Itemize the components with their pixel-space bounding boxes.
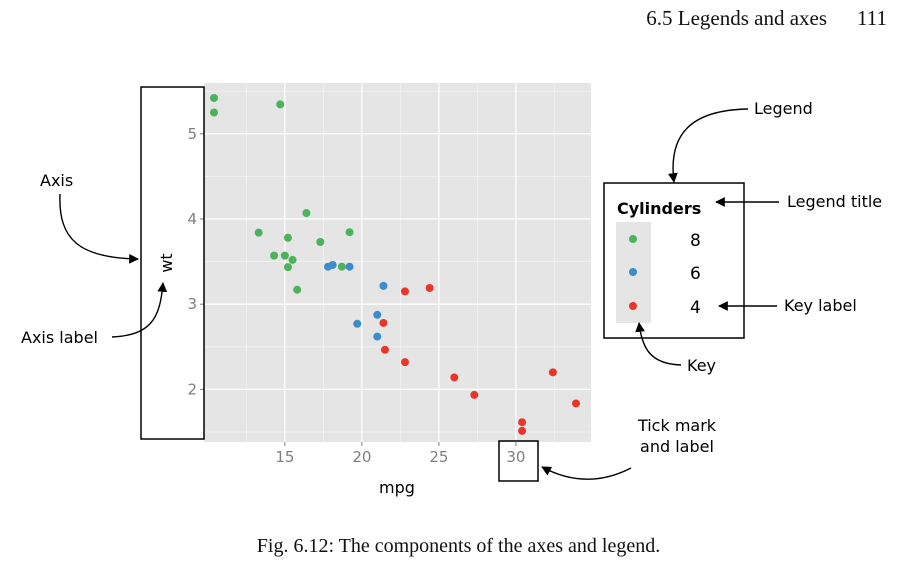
legend-label-6: 6: [690, 264, 701, 284]
y-tick-label: 3: [187, 295, 197, 313]
x-tick-label: 30: [506, 448, 525, 466]
data-point-cyl-4: [380, 345, 389, 354]
data-point-cyl-4: [401, 358, 410, 367]
axis-ticks: 15 20 25 30 2 3 4 5: [187, 125, 525, 466]
data-point-cyl-4: [572, 399, 580, 408]
data-point-cyl-6: [328, 261, 337, 269]
data-point-cyl-4: [379, 318, 388, 327]
y-tick-label: 4: [187, 210, 197, 228]
data-point-cyl-6: [379, 281, 388, 290]
figure-caption: Fig. 6.12: The components of the axes an…: [256, 535, 661, 557]
data-point-cyl-8: [254, 228, 263, 237]
data-point-cyl-4: [425, 284, 434, 293]
section-title: 6.5 Legends and axes: [646, 6, 828, 30]
page-header: 6.5 Legends and axes 111: [646, 6, 887, 31]
legend-key-6: [629, 268, 637, 276]
data-point-cyl-4: [470, 390, 479, 399]
data-point-cyl-8: [316, 237, 325, 246]
annotation-axis-label: Axis label: [21, 328, 98, 347]
data-point-cyl-8: [345, 228, 354, 237]
y-axis-label: wt: [157, 253, 176, 272]
data-point-cyl-6: [373, 310, 382, 319]
data-point-cyl-8: [283, 233, 292, 242]
data-point-cyl-8: [288, 255, 297, 264]
data-point-cyl-6: [345, 262, 354, 271]
annotation-axis: Axis: [40, 171, 73, 190]
legend-label-4: 4: [690, 298, 701, 318]
axis-highlight-box: [140, 86, 205, 440]
legend-key-8: [629, 235, 637, 243]
y-tick-label: 2: [187, 380, 197, 398]
data-point-cyl-6: [353, 319, 362, 328]
data-point-cyl-4: [401, 287, 410, 296]
annotation-tick-line2: and label: [640, 437, 714, 456]
data-point-cyl-8: [210, 108, 218, 117]
arrow-axis-label: [111, 282, 168, 338]
data-point-cyl-8: [302, 209, 311, 218]
arrow-legend: [668, 108, 749, 183]
data-points: [210, 94, 580, 435]
data-point-cyl-4: [548, 368, 557, 377]
figure: 15 20 25 30 2 3 4 5 mpg wt Cylinders 8 6 4 Axis…: [21, 83, 882, 497]
data-point-cyl-8: [337, 262, 346, 271]
data-point-cyl-4: [518, 426, 527, 435]
x-tick-label: 25: [429, 448, 448, 466]
data-point-cyl-4: [450, 373, 459, 382]
data-point-cyl-8: [283, 263, 292, 272]
data-point-cyl-6: [373, 332, 382, 341]
data-point-cyl-4: [518, 418, 527, 427]
x-axis-label: mpg: [379, 478, 415, 497]
annotation-key: Key: [687, 356, 716, 375]
arrow-tick: [541, 466, 632, 480]
data-point-cyl-8: [293, 285, 302, 294]
data-point-cyl-8: [280, 251, 289, 260]
x-tick-label: 15: [275, 448, 294, 466]
page-number: 111: [857, 6, 887, 30]
annotation-key-label: Key label: [784, 296, 857, 315]
data-point-cyl-8: [210, 94, 218, 102]
annotation-legend-title: Legend title: [787, 192, 882, 211]
data-point-cyl-8: [270, 251, 279, 260]
y-tick-label: 5: [187, 125, 197, 143]
grid-lines: [204, 83, 591, 442]
data-point-cyl-8: [276, 100, 285, 109]
arrow-key: [635, 322, 682, 366]
legend-key-4: [629, 302, 637, 310]
legend-title: Cylinders: [617, 199, 701, 218]
annotation-tick-line1: Tick mark: [637, 416, 717, 435]
legend-label-8: 8: [690, 231, 701, 251]
x-tick-label: 20: [352, 448, 371, 466]
plot-panel: [204, 83, 591, 442]
arrow-axis: [59, 193, 139, 264]
annotation-legend: Legend: [754, 99, 813, 118]
tick-highlight-box: [498, 440, 539, 482]
